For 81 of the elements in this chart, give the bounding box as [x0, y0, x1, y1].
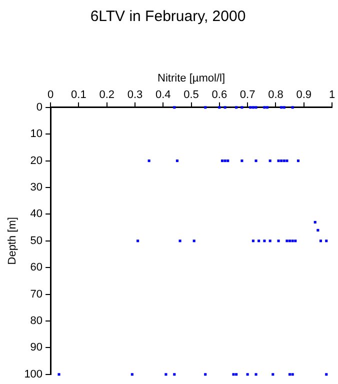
point [254, 160, 258, 162]
x-tick-label: 0.6 [212, 88, 228, 101]
point [268, 240, 272, 242]
point [240, 160, 244, 162]
point [316, 228, 320, 232]
chart-title: 6LTV in February, 2000 [90, 8, 246, 26]
point [220, 160, 224, 162]
x-tick-label: 0 [47, 88, 54, 101]
y-tick-label: 80 [30, 315, 43, 328]
x-tick-label: 0.3 [127, 88, 143, 101]
x-tick-label: 1 [328, 88, 336, 101]
point [280, 160, 283, 162]
point [268, 160, 272, 162]
y-tick-label: 0 [36, 101, 43, 114]
point [258, 240, 260, 242]
point [319, 240, 322, 242]
point [254, 106, 258, 109]
point [240, 106, 244, 109]
point [288, 373, 292, 376]
x-tick-label: 0.1 [71, 88, 86, 101]
point [314, 220, 316, 224]
point [246, 373, 249, 376]
point [296, 160, 300, 162]
point [192, 240, 196, 242]
point [291, 240, 294, 242]
x-tick-label: 0.5 [184, 88, 199, 101]
y-tick-label: 90 [30, 342, 43, 354]
point [266, 106, 269, 109]
point [280, 106, 283, 109]
point [286, 160, 288, 162]
point [218, 106, 221, 109]
x-tick-label: 0.2 [99, 88, 114, 101]
y-tick-label: 20 [30, 154, 43, 167]
point [224, 106, 226, 109]
point [286, 240, 288, 242]
x-tick-label: 0.8 [268, 88, 284, 101]
point [277, 240, 280, 242]
y-axis-title: Depth [m] [6, 217, 19, 265]
point [226, 160, 230, 162]
point [130, 373, 134, 376]
y-tick-label: 70 [30, 288, 43, 300]
y-tick-label: 50 [30, 234, 43, 247]
point [58, 373, 60, 376]
point [282, 106, 286, 109]
point [204, 106, 207, 109]
point [249, 106, 252, 109]
point [176, 160, 178, 162]
x-tick-label: 0.9 [296, 88, 312, 101]
point [263, 106, 266, 109]
point [164, 373, 168, 376]
y-tick-label: 30 [30, 182, 43, 194]
x-axis-title: Nitrite [µmol/l] [158, 72, 226, 85]
point [294, 240, 297, 242]
point [325, 373, 328, 376]
point [272, 373, 274, 376]
point [252, 106, 254, 109]
point [178, 240, 182, 242]
point [235, 373, 238, 376]
x-tick-label: 0.4 [155, 88, 171, 101]
y-tick-label: 40 [30, 208, 43, 220]
y-tick-label: 100 [24, 368, 43, 380]
point [232, 373, 235, 376]
x-tick-label: 0.7 [240, 88, 256, 101]
point [148, 160, 150, 162]
point [204, 373, 207, 376]
point [173, 106, 176, 109]
point [291, 373, 294, 376]
point [291, 106, 294, 109]
point [288, 240, 292, 242]
point [136, 240, 140, 242]
y-tick-label: 60 [30, 262, 43, 274]
point [282, 160, 286, 162]
point [325, 240, 328, 242]
point [263, 240, 266, 242]
point [173, 373, 176, 376]
point [235, 106, 238, 109]
point [252, 240, 254, 242]
y-tick-label: 10 [30, 128, 43, 140]
point [254, 373, 258, 376]
point [277, 160, 280, 162]
point [224, 160, 226, 162]
